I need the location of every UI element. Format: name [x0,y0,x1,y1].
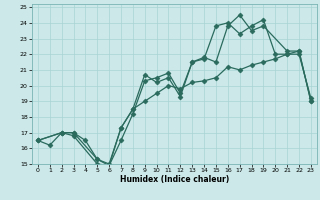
X-axis label: Humidex (Indice chaleur): Humidex (Indice chaleur) [120,175,229,184]
